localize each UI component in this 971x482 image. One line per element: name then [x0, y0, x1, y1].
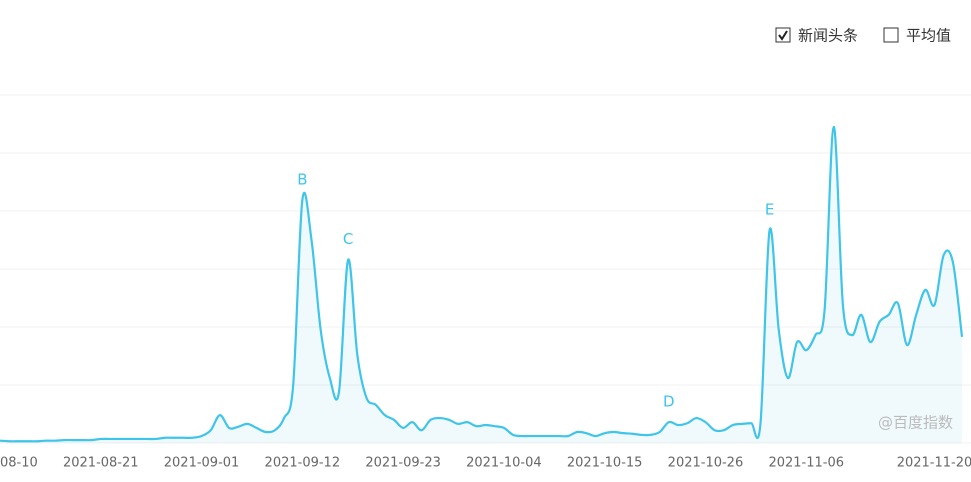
x-tick-label: 2021-11-06	[768, 456, 844, 471]
legend-checkbox[interactable]	[883, 27, 899, 43]
x-tick-label: 2021-09-23	[365, 456, 441, 471]
x-tick-label: 2021-10-04	[466, 456, 542, 471]
legend-label[interactable]: 新闻头条	[798, 27, 858, 45]
area	[0, 126, 962, 443]
x-tick-label: 2021-10-15	[567, 456, 643, 471]
check-mark	[778, 30, 788, 41]
legend-label[interactable]: 平均值	[906, 27, 951, 45]
line	[0, 125, 964, 443]
watermark: @百度指数	[878, 414, 953, 432]
x-tick-label: 2021-11-20	[897, 456, 971, 471]
legend-checkbox[interactable]	[775, 27, 791, 43]
annotation: B	[297, 170, 307, 188]
annotation: E	[765, 201, 774, 219]
x-tick-label: 2021-09-01	[164, 456, 240, 471]
annotation: C	[343, 230, 353, 248]
annotation: D	[663, 393, 675, 411]
x-tick-label: 2021-08-10	[0, 456, 38, 471]
x-tick-label: 2021-10-26	[668, 456, 744, 471]
x-tick-label: 2021-08-21	[63, 456, 139, 471]
x-tick-label: 2021-09-12	[265, 456, 341, 471]
